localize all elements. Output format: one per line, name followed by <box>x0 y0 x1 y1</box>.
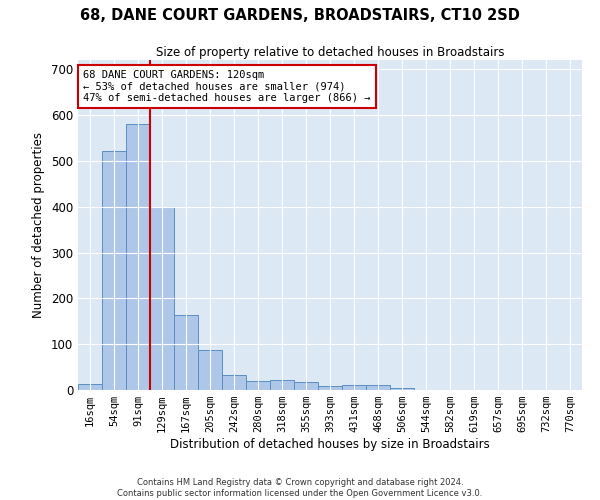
Bar <box>198 350 222 390</box>
Bar <box>78 384 102 390</box>
X-axis label: Distribution of detached houses by size in Broadstairs: Distribution of detached houses by size … <box>170 438 490 451</box>
Bar <box>390 388 414 390</box>
Title: Size of property relative to detached houses in Broadstairs: Size of property relative to detached ho… <box>156 46 504 59</box>
Text: 68 DANE COURT GARDENS: 120sqm
← 53% of detached houses are smaller (974)
47% of : 68 DANE COURT GARDENS: 120sqm ← 53% of d… <box>83 70 371 103</box>
Bar <box>126 124 150 390</box>
Bar <box>102 151 126 390</box>
Bar <box>270 380 294 390</box>
Bar <box>222 376 246 390</box>
Bar <box>246 381 270 390</box>
Bar <box>174 316 198 390</box>
Text: 68, DANE COURT GARDENS, BROADSTAIRS, CT10 2SD: 68, DANE COURT GARDENS, BROADSTAIRS, CT1… <box>80 8 520 22</box>
Bar <box>318 386 342 390</box>
Bar <box>150 206 174 390</box>
Bar <box>342 385 366 390</box>
Y-axis label: Number of detached properties: Number of detached properties <box>32 132 46 318</box>
Bar <box>294 382 318 390</box>
Bar <box>366 385 390 390</box>
Text: Contains HM Land Registry data © Crown copyright and database right 2024.
Contai: Contains HM Land Registry data © Crown c… <box>118 478 482 498</box>
